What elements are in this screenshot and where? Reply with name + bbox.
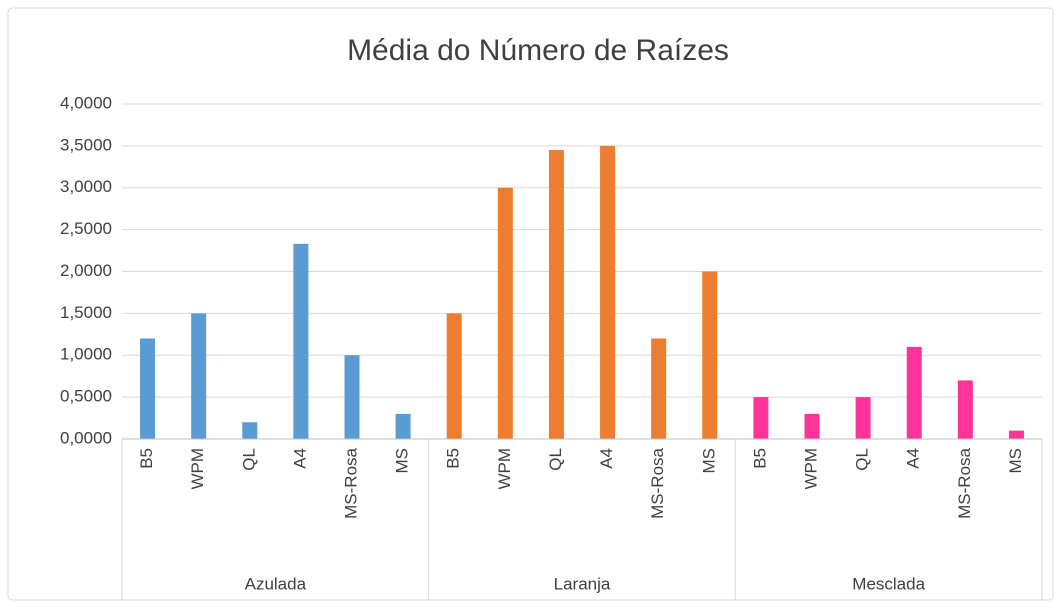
x-tick-label: MS-Rosa: [955, 447, 974, 518]
bar: [395, 413, 411, 439]
y-tick-label: 1,5000: [60, 303, 112, 322]
group-label: Laranja: [554, 574, 611, 593]
chart-border: [7, 7, 1054, 601]
bar: [293, 243, 309, 439]
y-tick-label: 3,5000: [60, 135, 112, 154]
y-tick-label: 2,0000: [60, 261, 112, 280]
bar: [702, 271, 718, 439]
y-tick-label: 4,0000: [60, 93, 112, 112]
x-tick-label: QL: [853, 448, 872, 471]
x-tick-label: MS-Rosa: [648, 447, 667, 518]
chart-title: Média do Número de Raízes: [347, 34, 729, 67]
group-label: Azulada: [245, 574, 307, 593]
x-tick-label: WPM: [801, 448, 820, 490]
y-tick-label: 3,0000: [60, 177, 112, 196]
group-label: Mesclada: [852, 574, 925, 593]
bar: [344, 355, 360, 439]
bar: [804, 413, 820, 439]
x-tick-label: WPM: [495, 448, 514, 490]
x-tick-label: B5: [137, 448, 156, 469]
bar: [140, 338, 156, 439]
x-tick-label: MS: [699, 448, 718, 474]
bar: [242, 422, 258, 439]
x-tick-label: WPM: [188, 448, 207, 490]
x-tick-label: B5: [444, 448, 463, 469]
bar: [855, 397, 871, 439]
y-tick-label: 2,5000: [60, 219, 112, 238]
bar: [497, 187, 513, 439]
y-tick-label: 0,0000: [60, 428, 112, 447]
x-tick-label: QL: [239, 448, 258, 471]
x-tick-label: B5: [750, 448, 769, 469]
bar: [1008, 430, 1024, 439]
bar: [906, 346, 922, 439]
x-tick-label: MS: [1006, 448, 1025, 474]
x-tick-label: MS-Rosa: [341, 447, 360, 518]
x-tick-label: A4: [597, 448, 616, 469]
x-tick-label: A4: [904, 448, 923, 469]
bar: [446, 313, 462, 439]
bar: [651, 338, 667, 439]
y-tick-label: 0,5000: [60, 387, 112, 406]
bar: [753, 397, 769, 439]
bar: [191, 313, 207, 439]
x-tick-label: QL: [546, 448, 565, 471]
x-tick-label: A4: [290, 448, 309, 469]
bar: [548, 150, 564, 439]
y-tick-label: 1,0000: [60, 345, 112, 364]
bar: [600, 145, 616, 439]
x-tick-label: MS: [393, 448, 412, 474]
bar: [957, 380, 973, 439]
